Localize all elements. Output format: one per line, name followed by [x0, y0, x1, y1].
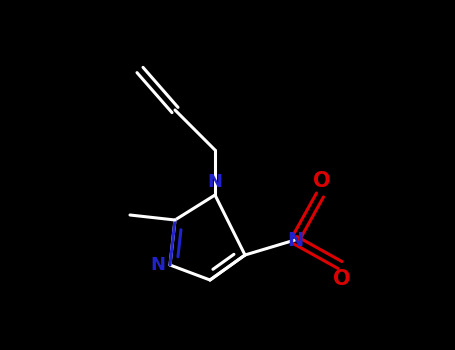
Text: N: N [287, 231, 303, 250]
Text: O: O [313, 171, 331, 191]
Text: N: N [207, 173, 222, 191]
Text: O: O [333, 269, 351, 289]
Text: N: N [150, 256, 165, 274]
